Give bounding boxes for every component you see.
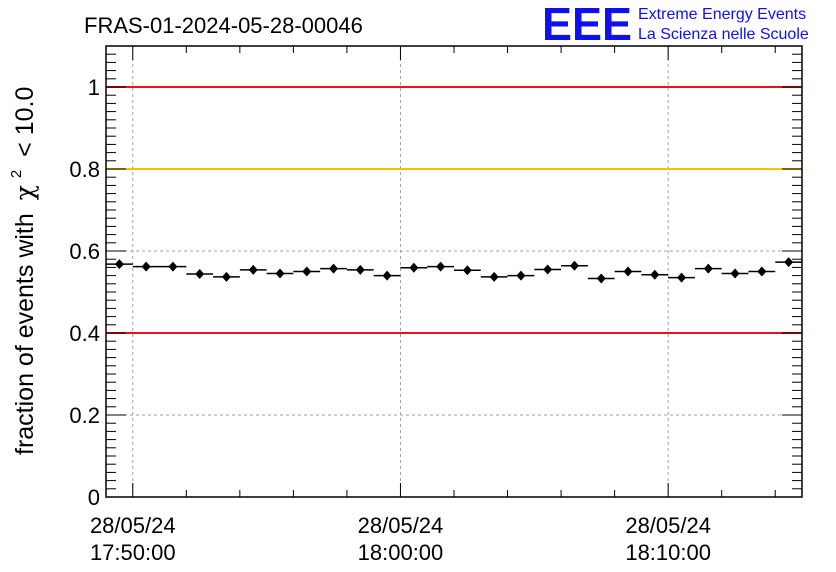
y-tick-label: 0.6: [69, 239, 100, 264]
eee-logo: EEE Extreme Energy Events La Scienza nel…: [542, 0, 809, 50]
point-marker: [436, 261, 446, 272]
y-axis-label: fraction of events with χ 2 < 10.0: [0, 87, 39, 455]
point-marker: [382, 270, 392, 281]
point-marker: [489, 271, 499, 282]
data-point: [159, 261, 187, 272]
data-points: [106, 257, 802, 284]
y-axis-label-superscript: 2: [8, 170, 25, 178]
data-point: [561, 260, 588, 271]
data-point: [266, 268, 294, 279]
data-point: [775, 257, 802, 268]
x-tick-label-time: 18:00:00: [358, 540, 444, 565]
y-axis-label-suffix: < 10.0: [11, 87, 39, 157]
point-marker: [730, 268, 740, 279]
point-marker: [623, 266, 633, 277]
chart-title: FRAS-01-2024-05-28-00046: [84, 13, 363, 38]
point-marker: [355, 264, 365, 275]
point-marker: [462, 265, 472, 276]
data-point: [132, 261, 160, 272]
y-tick-label: 0.2: [69, 403, 100, 428]
y-axis-label-symbol: χ: [10, 185, 39, 200]
data-point: [400, 262, 428, 273]
x-tick-label-date: 28/05/24: [358, 513, 444, 538]
point-marker: [516, 270, 526, 281]
plot-frame: [105, 45, 803, 498]
point-marker: [329, 263, 339, 274]
x-tick-label-date: 28/05/24: [90, 513, 176, 538]
data-point: [186, 268, 214, 279]
y-axis-label-prefix: fraction of events with: [11, 213, 39, 455]
data-point: [694, 263, 722, 274]
data-point: [614, 266, 642, 277]
point-marker: [275, 268, 285, 279]
data-point: [454, 265, 481, 276]
grid: [106, 46, 802, 497]
data-point: [534, 264, 562, 275]
point-marker: [784, 257, 794, 268]
data-point: [346, 264, 374, 275]
point-marker: [703, 263, 713, 274]
point-marker: [569, 260, 579, 271]
point-marker: [195, 268, 205, 279]
x-tick-label-time: 17:50:00: [90, 540, 176, 565]
data-point: [668, 272, 695, 283]
y-tick-label: 0.8: [69, 157, 100, 182]
y-tick-label: 1: [88, 75, 100, 100]
data-point: [721, 268, 749, 279]
tick-labels: 00.20.40.60.8128/05/2417:50:0028/05/2418…: [69, 75, 711, 565]
point-marker: [409, 262, 419, 273]
y-tick-label: 0: [88, 485, 100, 510]
x-tick-label-date: 28/05/24: [625, 513, 711, 538]
logo-mark: EEE: [542, 0, 632, 50]
point-marker: [302, 266, 312, 277]
y-tick-label: 0.4: [69, 321, 100, 346]
data-point: [106, 259, 133, 270]
point-marker: [677, 272, 687, 283]
point-marker: [596, 273, 606, 284]
data-point: [293, 266, 321, 277]
data-point: [373, 270, 401, 281]
point-marker: [650, 269, 660, 280]
x-tick-label-time: 18:10:00: [625, 540, 711, 565]
data-point: [427, 261, 454, 272]
point-marker: [543, 264, 553, 275]
point-marker: [114, 259, 124, 270]
point-marker: [168, 261, 178, 272]
data-point: [239, 264, 267, 275]
data-point: [320, 263, 347, 274]
axis-ticks: [106, 45, 802, 498]
point-marker: [141, 261, 151, 272]
data-point: [641, 269, 669, 280]
data-point: [587, 273, 615, 284]
data-point: [480, 271, 508, 282]
point-marker: [248, 264, 258, 275]
point-marker: [757, 266, 767, 277]
data-point: [213, 271, 240, 282]
logo-line1: Extreme Energy Events: [638, 6, 806, 23]
plot-frame-rect: [105, 45, 803, 498]
point-marker: [221, 271, 231, 282]
data-point: [507, 270, 535, 281]
logo-line2: La Scienza nelle Scuole: [638, 26, 809, 43]
data-point: [748, 266, 776, 277]
reference-lines: [106, 86, 802, 334]
